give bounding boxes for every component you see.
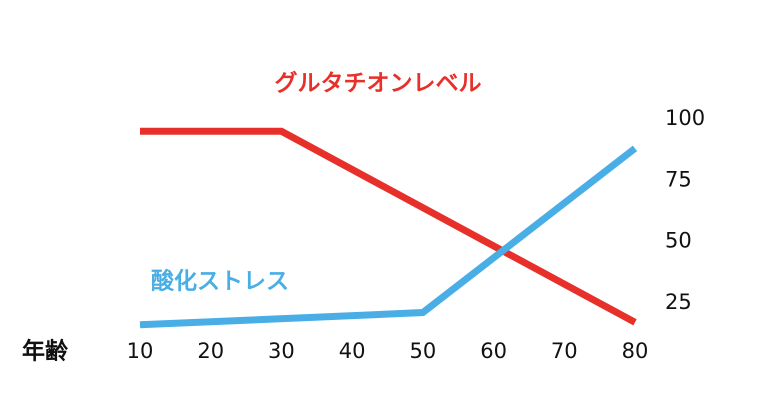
x-tick-label: 40 [339,339,366,363]
series-line [140,127,637,326]
series-line [139,145,638,329]
y-tick-label: 100 [665,106,705,130]
x-axis-label: 年齢 [22,338,68,365]
x-tick-label: 50 [409,339,436,363]
y-tick-label: 50 [665,229,692,253]
series-label: 酸化ストレス [151,268,289,295]
y-tick-label: 25 [665,290,692,314]
x-tick-label: 20 [197,339,224,363]
x-tick-label: 60 [480,339,507,363]
y-tick-label: 75 [665,167,692,191]
x-tick-label: 10 [127,339,154,363]
series-label: グルタチオンレベル [275,70,482,97]
x-tick-label: 70 [551,339,578,363]
x-tick-label: 30 [268,339,295,363]
x-tick-label: 80 [622,339,649,363]
